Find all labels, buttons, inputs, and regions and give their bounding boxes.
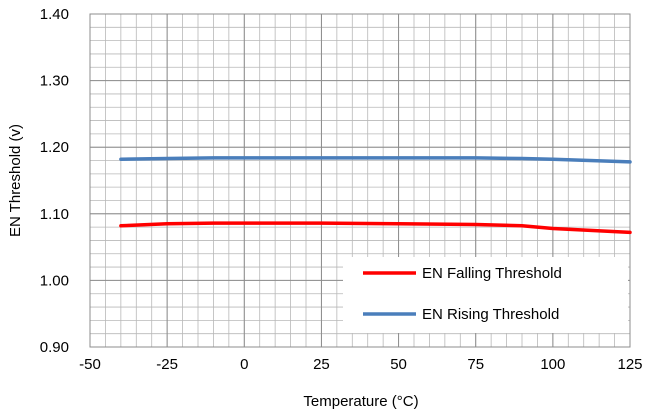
x-tick-label: 25 bbox=[313, 356, 330, 373]
y-tick-label: 1.00 bbox=[40, 272, 69, 289]
series-line-en-falling-threshold bbox=[119, 221, 632, 235]
series-line-en-rising-threshold bbox=[119, 156, 632, 164]
y-tick-label: 0.90 bbox=[40, 339, 69, 356]
legend-label-en-falling-threshold: EN Falling Threshold bbox=[422, 265, 562, 282]
x-tick-label: -50 bbox=[79, 356, 101, 373]
x-tick-label: -25 bbox=[156, 356, 178, 373]
legend: EN Falling Threshold EN Rising Threshold bbox=[343, 257, 628, 333]
y-axis-tick-labels: 0.90 1.00 1.10 1.20 1.30 1.40 bbox=[40, 6, 69, 356]
x-tick-label: 125 bbox=[617, 356, 642, 373]
plot-area-frame bbox=[89, 13, 631, 348]
y-tick-label: 1.20 bbox=[40, 139, 69, 156]
legend-label-en-rising-threshold: EN Rising Threshold bbox=[422, 306, 559, 323]
y-axis-title: EN Threshold (v) bbox=[7, 124, 24, 237]
y-tick-label: 1.10 bbox=[40, 206, 69, 223]
y-tick-label: 1.40 bbox=[40, 6, 69, 23]
series-layer bbox=[119, 156, 632, 235]
x-tick-label: 50 bbox=[390, 356, 407, 373]
legend-box bbox=[343, 257, 628, 333]
x-tick-label: 0 bbox=[240, 356, 248, 373]
x-tick-label: 75 bbox=[467, 356, 484, 373]
y-tick-label: 1.30 bbox=[40, 73, 69, 90]
x-axis-tick-labels: -50 -25 0 25 50 75 100 125 bbox=[79, 356, 642, 373]
x-axis-title: Temperature (°C) bbox=[303, 393, 418, 410]
x-tick-label: 100 bbox=[540, 356, 565, 373]
